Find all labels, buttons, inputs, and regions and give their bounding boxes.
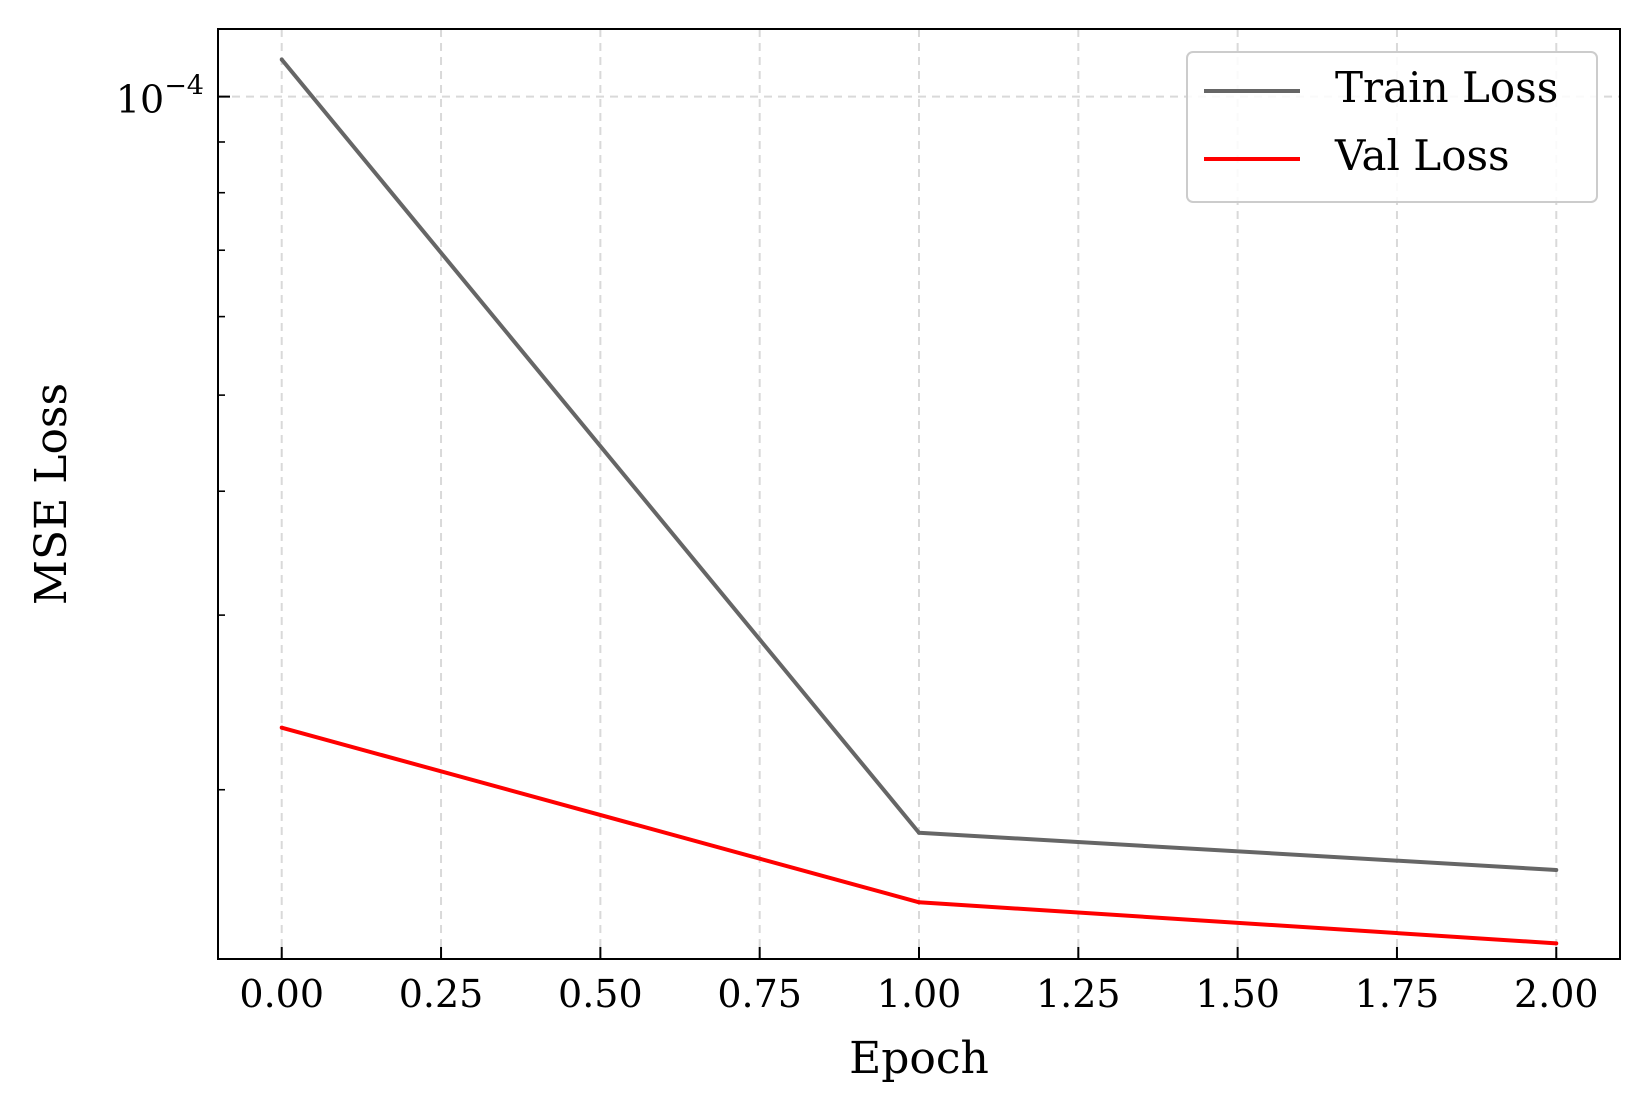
y-axis-title: MSE Loss [26, 383, 77, 605]
series-layer [279, 57, 1559, 946]
x-tick-label: 2.00 [1514, 972, 1599, 1016]
x-tick-label: 1.75 [1355, 972, 1440, 1016]
x-axis-ticks: 0.00 0.25 0.50 0.75 1.00 1.25 1.50 1.75 2.00 [239, 947, 1599, 1016]
data-point-train-loss [279, 57, 284, 62]
y-tick-exponent: −4 [164, 70, 204, 101]
x-tick-label: 0.75 [717, 972, 802, 1016]
data-point-train-loss [1554, 867, 1559, 872]
y-tick-label-major: 10−4 [116, 70, 204, 121]
data-point-val-loss [1554, 941, 1559, 946]
x-tick-label: 0.00 [239, 972, 324, 1016]
x-tick-label: 0.25 [399, 972, 484, 1016]
y-axis-ticks [218, 95, 230, 791]
y-tick-base: 10 [116, 77, 164, 121]
x-axis-title: Epoch [849, 1033, 989, 1084]
data-point-val-loss [917, 900, 921, 905]
svg-text:10−4: 10−4 [116, 70, 204, 121]
x-tick-label: 0.50 [558, 972, 643, 1016]
legend: Train Loss Val Loss [1186, 51, 1598, 203]
x-tick-label: 1.50 [1195, 972, 1280, 1016]
data-point-train-loss [917, 830, 921, 835]
legend-label-train-loss: Train Loss [1335, 63, 1558, 112]
legend-label-val-loss: Val Loss [1334, 131, 1510, 180]
x-tick-label: 1.00 [877, 972, 962, 1016]
x-tick-label: 1.25 [1036, 972, 1121, 1016]
data-point-val-loss [279, 725, 284, 730]
